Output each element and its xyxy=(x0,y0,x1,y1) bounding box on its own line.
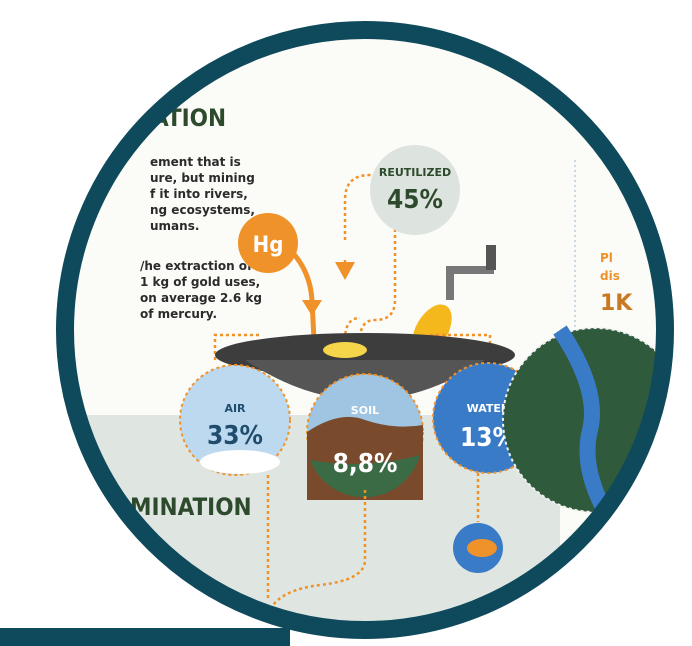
cloud xyxy=(200,450,280,474)
side-text: Pl xyxy=(600,251,613,265)
intro-line: f it into rivers, xyxy=(150,187,248,201)
reutilized-circle xyxy=(370,145,460,235)
flow-line xyxy=(213,316,492,368)
fact-line: on average 2.6 kg xyxy=(140,291,262,305)
side-text: dis xyxy=(600,269,620,283)
gold-pile xyxy=(323,342,367,358)
hg-circle xyxy=(238,213,298,273)
reutilized-value: 45% xyxy=(387,185,443,215)
air-value: 33% xyxy=(207,421,263,451)
water-label: WATER xyxy=(467,402,510,415)
bottom-bar xyxy=(0,628,290,646)
fact-line: 1 kg of gold uses, xyxy=(140,275,260,289)
soil-value: 8,8% xyxy=(333,449,398,479)
arrow xyxy=(302,300,322,316)
intro-line: umans. xyxy=(150,219,199,233)
fact-line: /he extraction of xyxy=(140,259,253,273)
fish xyxy=(467,539,497,557)
tap-head xyxy=(486,245,496,270)
hg-symbol: Hg xyxy=(253,233,284,258)
flow-line xyxy=(266,473,480,611)
intro-line: ng ecosystems, xyxy=(150,203,255,217)
intro-line: ement that is xyxy=(150,155,241,169)
soil-grass xyxy=(310,455,420,498)
intro-line: ure, but mining xyxy=(150,171,255,185)
side-value: 1K xyxy=(600,291,633,316)
air-label: AIR xyxy=(224,402,246,415)
air-circle xyxy=(179,364,291,476)
river xyxy=(553,325,617,525)
section-title: MINATION xyxy=(130,493,252,521)
arrow xyxy=(335,262,355,280)
reutilized-label: REUTILIZED xyxy=(379,166,451,179)
fact-line: of mercury. xyxy=(140,307,217,321)
soil-label: SOIL xyxy=(351,404,379,417)
frame-ring xyxy=(56,21,674,639)
